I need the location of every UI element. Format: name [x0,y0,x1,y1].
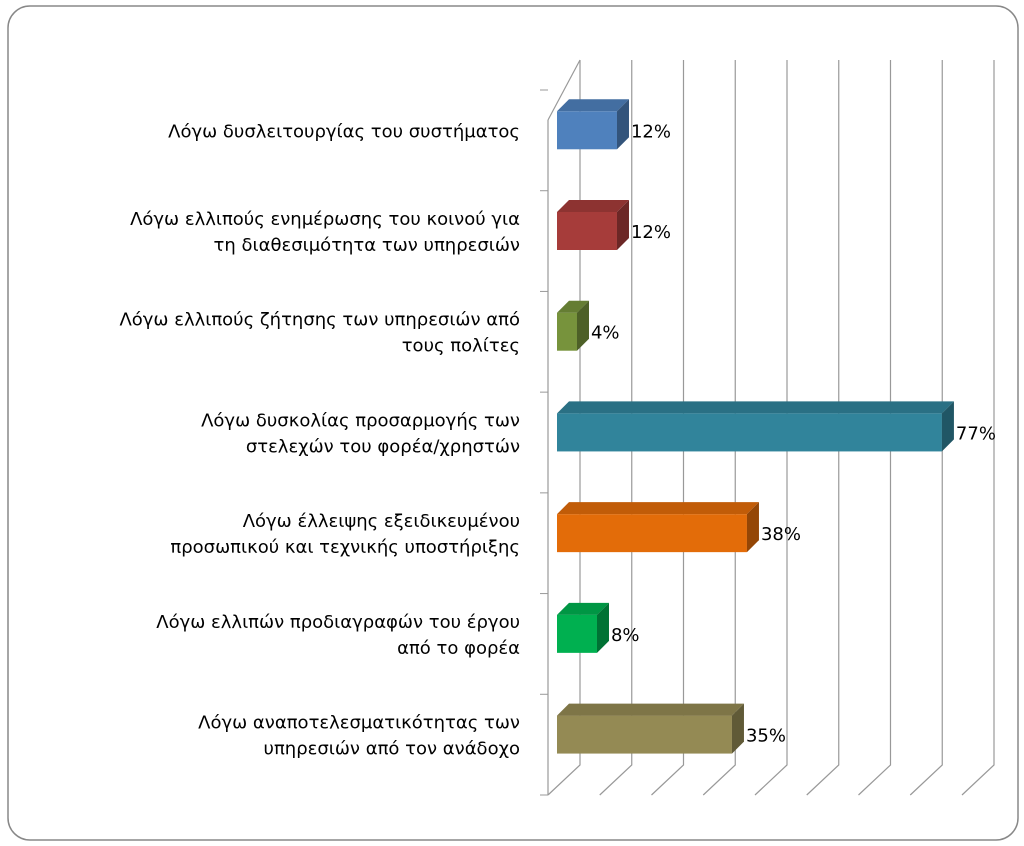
bar-side [576,300,589,351]
category-label: Λόγω έλλειψης εξειδικευμένου προσωπικού κ… [170,511,520,558]
value-label: 8% [611,625,640,646]
bar-side [616,200,629,250]
bar-top [557,602,609,615]
bar [557,413,942,452]
grid-line [754,60,788,796]
bar-top [557,401,954,414]
bar-top [557,300,589,313]
value-label: 12% [631,121,671,142]
bar-side [731,703,744,754]
grid-line [702,60,736,796]
grid-line [806,60,840,796]
grid-line [599,60,633,796]
grid-line [961,60,995,796]
bar-side [941,401,954,452]
bar-side [616,99,629,150]
value-label: 35% [746,726,786,747]
value-label: 4% [591,323,620,344]
bar [557,514,747,553]
bar-top [557,502,759,515]
bar-top [557,99,629,112]
category-label: Λόγω δυσλειτουργίας του συστήματος [168,121,520,142]
bar [557,715,732,754]
bar [557,614,597,653]
bar-side [596,602,609,653]
grid-line [651,60,685,796]
bar-top [557,200,629,212]
bar-side [746,502,759,553]
grid-line [547,60,581,796]
value-label: 12% [631,222,671,243]
category-label: Λόγω ελλιπούς ζήτησης των υπηρεσιών από τ… [119,310,520,357]
category-label: Λόγω ελλιπούς ενημέρωσης του κοινού για τ… [130,209,520,256]
axis-line [547,59,581,121]
bar [557,111,617,150]
value-label: 77% [956,423,996,444]
grid-line [858,60,892,796]
bar [557,312,577,351]
value-label: 38% [761,524,801,545]
grid-line [909,60,943,796]
category-label: Λόγω ελλιπών προδιαγραφών του έργου από τ… [156,612,520,659]
frame [7,5,1019,841]
category-label: Λόγω δυσκολίας προσαρμογής των στελεχών τ… [201,410,520,457]
bar [557,212,617,250]
category-label: Λόγω αναποτελεσματικότητας των υπηρεσιών … [198,713,520,760]
bar-top [557,703,744,716]
